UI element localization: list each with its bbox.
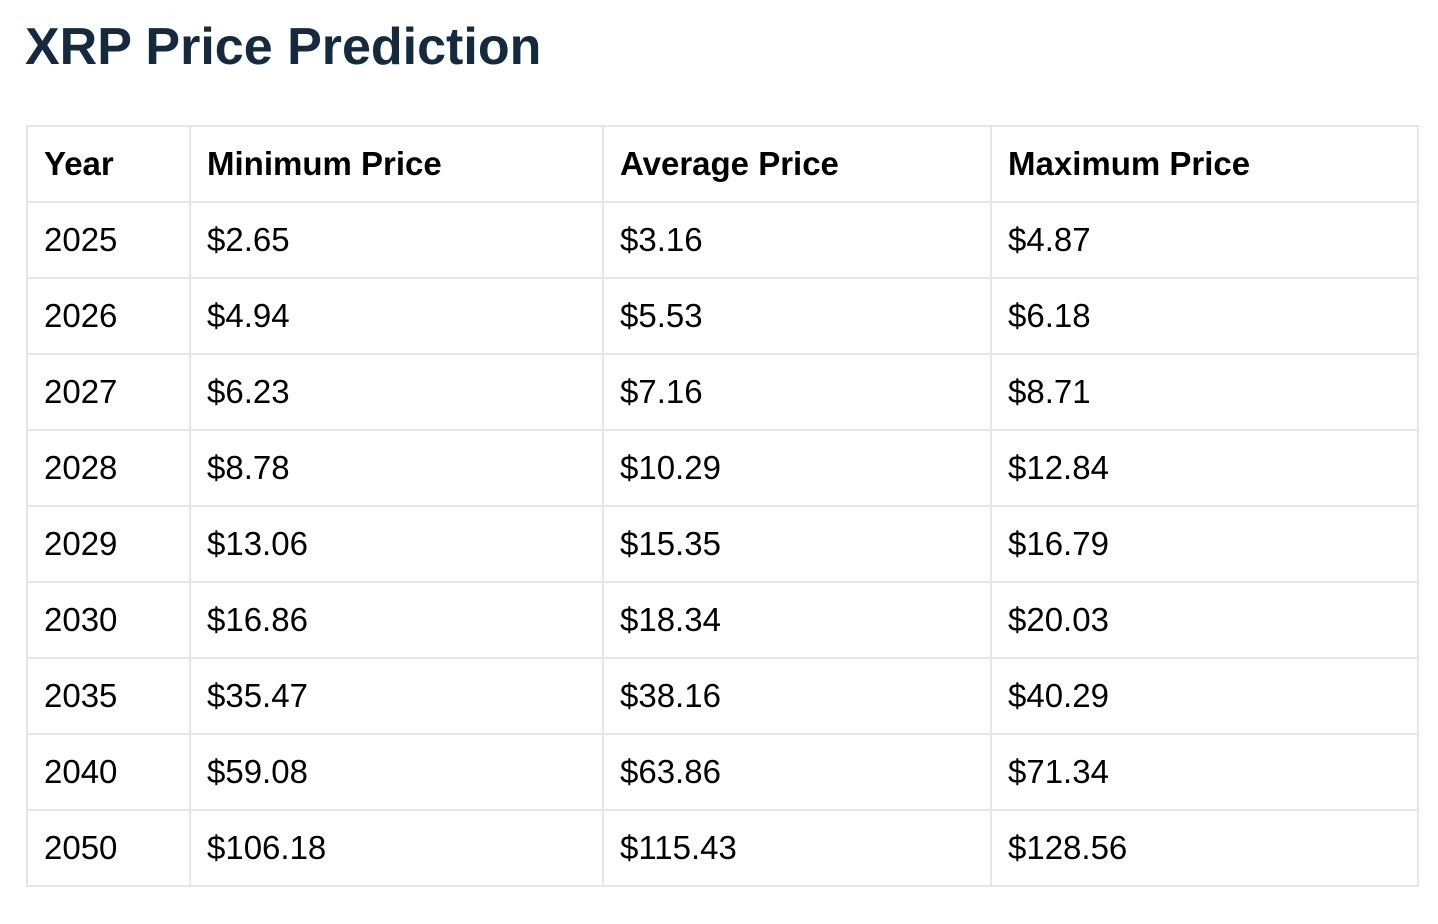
table-cell: $16.79 <box>990 505 1419 583</box>
table-body: 2025 $2.65 $3.16 $4.87 2026 $4.94 $5.53 $6.18 20… <box>26 201 1419 887</box>
table-cell: $5.53 <box>602 277 992 355</box>
table-cell: $7.16 <box>602 353 992 431</box>
table-cell: $8.78 <box>189 429 604 507</box>
table-cell: $18.34 <box>602 581 992 659</box>
table-row: 2025 $2.65 $3.16 $4.87 <box>26 201 1419 279</box>
table-cell: $6.23 <box>189 353 604 431</box>
table-cell: $2.65 <box>189 201 604 279</box>
table-row: 2027 $6.23 $7.16 $8.71 <box>26 353 1419 431</box>
table-cell: $10.29 <box>602 429 992 507</box>
table-cell: 2028 <box>26 429 191 507</box>
column-header: Minimum Price <box>189 125 604 203</box>
column-header: Year <box>26 125 191 203</box>
table-cell: $59.08 <box>189 733 604 811</box>
table-cell: $16.86 <box>189 581 604 659</box>
table-cell: $71.34 <box>990 733 1419 811</box>
table-cell: $4.94 <box>189 277 604 355</box>
table-cell: $35.47 <box>189 657 604 735</box>
column-header: Maximum Price <box>990 125 1419 203</box>
page-title: XRP Price Prediction <box>25 18 542 76</box>
table-cell: 2040 <box>26 733 191 811</box>
table-cell: $6.18 <box>990 277 1419 355</box>
table-cell: $106.18 <box>189 809 604 887</box>
table-cell: $12.84 <box>990 429 1419 507</box>
table-row: 2029 $13.06 $15.35 $16.79 <box>26 505 1419 583</box>
table-cell: 2026 <box>26 277 191 355</box>
table-cell: $115.43 <box>602 809 992 887</box>
table-row: 2030 $16.86 $18.34 $20.03 <box>26 581 1419 659</box>
table-cell: $38.16 <box>602 657 992 735</box>
table-cell: $3.16 <box>602 201 992 279</box>
table-cell: 2027 <box>26 353 191 431</box>
table-cell: 2035 <box>26 657 191 735</box>
table-cell: 2050 <box>26 809 191 887</box>
table-row: 2050 $106.18 $115.43 $128.56 <box>26 809 1419 887</box>
table-cell: $128.56 <box>990 809 1419 887</box>
table-header: Year Minimum Price Average Price Maximum Pr… <box>26 125 1419 203</box>
column-header: Average Price <box>602 125 992 203</box>
table-cell: $63.86 <box>602 733 992 811</box>
header-row: Year Minimum Price Average Price Maximum Pr… <box>26 125 1419 203</box>
price-table: Year Minimum Price Average Price Maximum Pr… <box>26 125 1419 887</box>
table-cell: $40.29 <box>990 657 1419 735</box>
table-row: 2028 $8.78 $10.29 $12.84 <box>26 429 1419 507</box>
table-row: 2035 $35.47 $38.16 $40.29 <box>26 657 1419 735</box>
table-row: 2040 $59.08 $63.86 $71.34 <box>26 733 1419 811</box>
table-cell: 2025 <box>26 201 191 279</box>
table-cell: $20.03 <box>990 581 1419 659</box>
table-cell: $4.87 <box>990 201 1419 279</box>
table-row: 2026 $4.94 $5.53 $6.18 <box>26 277 1419 355</box>
table-cell: $8.71 <box>990 353 1419 431</box>
table-cell: $15.35 <box>602 505 992 583</box>
table-cell: $13.06 <box>189 505 604 583</box>
table-cell: 2030 <box>26 581 191 659</box>
table-cell: 2029 <box>26 505 191 583</box>
